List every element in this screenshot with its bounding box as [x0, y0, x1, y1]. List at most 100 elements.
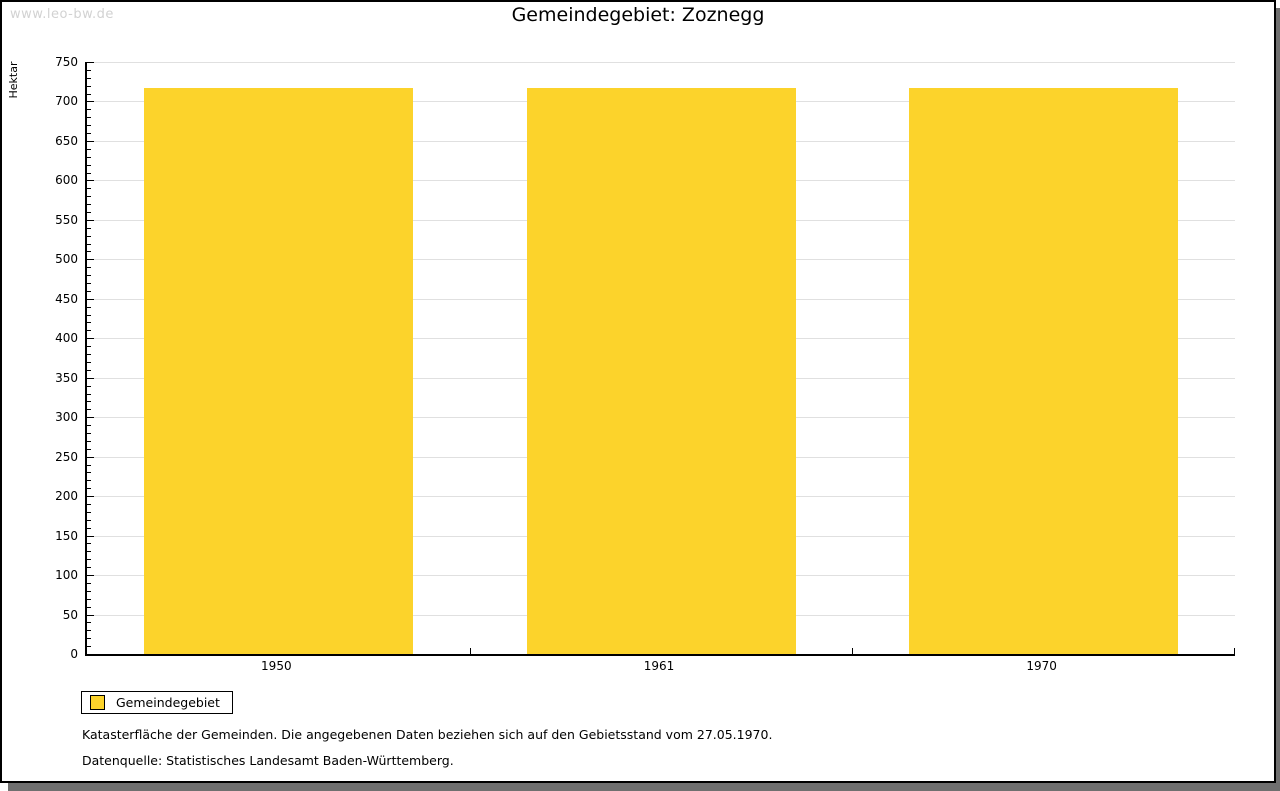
y-minor-tick — [87, 401, 91, 403]
bar-1950 — [143, 88, 413, 654]
legend: Gemeindegebiet — [81, 691, 233, 714]
y-tick-label-450: 450 — [55, 291, 78, 306]
y-minor-tick — [87, 283, 91, 284]
y-minor-tick — [87, 290, 91, 292]
y-minor-tick — [87, 646, 91, 648]
x-tick-label-1961: 1961 — [643, 659, 675, 673]
y-major-tick — [87, 298, 94, 300]
y-minor-tick — [87, 243, 91, 245]
y-minor-tick — [87, 369, 91, 371]
y-tick-label-600: 600 — [55, 173, 78, 188]
y-major-tick — [87, 535, 94, 537]
y-tick-label-750: 750 — [55, 55, 78, 69]
x-tick-label-1970: 1970 — [1026, 659, 1057, 673]
y-minor-tick — [87, 188, 91, 190]
y-minor-tick — [87, 519, 91, 521]
y-minor-tick — [87, 235, 91, 237]
y-major-tick — [87, 377, 94, 379]
y-minor-tick — [87, 148, 91, 150]
y-minor-tick — [87, 267, 91, 269]
y-minor-tick — [87, 204, 91, 206]
y-minor-tick — [87, 504, 91, 506]
y-minor-tick — [87, 306, 91, 308]
y-minor-tick — [87, 109, 91, 111]
bar-1970 — [909, 88, 1179, 654]
y-minor-tick — [87, 543, 91, 545]
gridline-y-750 — [87, 62, 1235, 63]
y-minor-tick — [87, 638, 91, 640]
y-minor-tick — [87, 464, 91, 466]
y-minor-tick — [87, 314, 91, 316]
y-tick-label-100: 100 — [55, 568, 78, 583]
y-minor-tick — [87, 361, 91, 363]
y-tick-label-350: 350 — [55, 370, 78, 385]
y-minor-tick — [87, 330, 91, 332]
y-tick-label-150: 150 — [55, 528, 78, 543]
plot-area — [85, 62, 1235, 656]
legend-label: Gemeindegebiet — [116, 695, 220, 710]
y-minor-tick — [87, 527, 91, 529]
y-major-tick — [87, 338, 94, 340]
y-tick-label-500: 500 — [55, 252, 78, 267]
y-major-tick — [87, 62, 94, 63]
y-minor-tick — [87, 511, 91, 513]
x-tick-label-1950: 1950 — [261, 659, 292, 673]
y-minor-tick — [87, 117, 91, 119]
y-major-tick — [87, 417, 94, 419]
y-minor-tick — [87, 590, 91, 592]
y-minor-tick — [87, 156, 91, 158]
y-tick-label-700: 700 — [55, 94, 78, 109]
y-minor-tick — [87, 393, 91, 395]
y-axis-title: Hektar — [7, 61, 20, 99]
y-minor-tick — [87, 598, 91, 600]
x-boundary-tick — [1234, 648, 1235, 654]
y-minor-tick — [87, 559, 91, 561]
legend-swatch-icon — [90, 695, 105, 710]
y-minor-tick — [87, 472, 91, 474]
watermark: www.leo-bw.de — [10, 7, 114, 22]
y-tick-label-50: 50 — [62, 607, 78, 622]
y-major-tick — [87, 496, 94, 498]
y-minor-tick — [87, 172, 91, 174]
y-minor-tick — [87, 409, 91, 411]
y-tick-label-250: 250 — [55, 449, 78, 464]
bar-1961 — [526, 88, 796, 654]
y-tick-label-650: 650 — [55, 133, 78, 148]
y-minor-tick — [87, 354, 91, 356]
y-minor-tick — [87, 622, 91, 624]
y-minor-tick — [87, 606, 91, 608]
y-minor-tick — [87, 251, 91, 253]
y-minor-tick — [87, 227, 91, 229]
y-minor-tick — [87, 133, 91, 135]
y-minor-tick — [87, 211, 91, 213]
y-major-tick — [87, 180, 94, 182]
y-minor-tick — [87, 440, 91, 442]
y-minor-tick — [87, 551, 91, 553]
y-minor-tick — [87, 488, 91, 490]
y-tick-label-200: 200 — [55, 489, 78, 504]
y-minor-tick — [87, 567, 91, 569]
y-minor-tick — [87, 275, 91, 277]
y-minor-tick — [87, 346, 91, 348]
x-boundary-tick — [852, 648, 854, 654]
y-major-tick — [87, 259, 94, 261]
y-major-tick — [87, 614, 94, 616]
y-tick-label-300: 300 — [55, 410, 78, 425]
y-minor-tick — [87, 85, 91, 87]
footnote-gebietsstand: Katasterfläche der Gemeinden. Die angege… — [82, 727, 773, 742]
y-tick-label-400: 400 — [55, 331, 78, 346]
y-minor-tick — [87, 125, 91, 127]
y-major-tick — [87, 101, 94, 103]
footnote-datenquelle: Datenquelle: Statistisches Landesamt Bad… — [82, 753, 454, 768]
y-minor-tick — [87, 582, 91, 584]
y-minor-tick — [87, 480, 91, 482]
y-minor-tick — [87, 164, 91, 166]
y-minor-tick — [87, 630, 91, 632]
y-minor-tick — [87, 77, 91, 79]
y-tick-label-550: 550 — [55, 212, 78, 227]
y-minor-tick — [87, 322, 91, 324]
y-major-tick — [87, 219, 94, 221]
y-major-tick — [87, 575, 94, 577]
y-minor-tick — [87, 93, 91, 95]
